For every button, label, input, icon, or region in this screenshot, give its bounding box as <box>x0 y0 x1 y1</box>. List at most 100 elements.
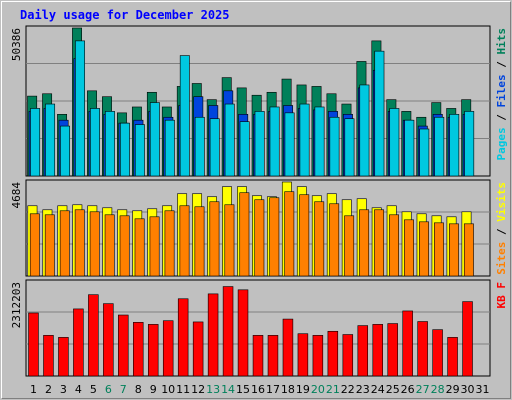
bar-kbytes <box>447 337 458 377</box>
bar-pages <box>269 106 280 177</box>
bar-pages <box>134 124 145 177</box>
bar-pages <box>299 103 310 177</box>
bar-sites <box>434 222 444 277</box>
day-label: 29 <box>446 383 460 396</box>
day-label: 7 <box>120 383 127 396</box>
bar-pages <box>60 125 71 177</box>
bar-pages <box>359 84 370 177</box>
bar-kbytes <box>118 314 129 377</box>
bar-kbytes <box>402 310 413 377</box>
bar-kbytes <box>342 334 354 377</box>
legend-entry: Visits <box>495 182 508 222</box>
bar-kbytes <box>88 294 99 377</box>
day-label: 19 <box>296 383 310 396</box>
bar-kbytes <box>207 293 219 377</box>
bar-sites <box>29 213 40 277</box>
bar-pages <box>75 40 85 177</box>
day-label: 22 <box>341 383 355 396</box>
bar-sites <box>419 221 429 277</box>
bar-sites <box>344 215 355 277</box>
bar-sites <box>329 203 340 277</box>
bar-pages <box>30 108 41 177</box>
day-label: 15 <box>236 383 250 396</box>
day-label: 14 <box>221 383 235 396</box>
panel-visits-sites: 4684 Sites / Visits <box>10 179 508 277</box>
legend-entry: Pages <box>495 127 508 160</box>
bar-sites <box>374 209 385 277</box>
bar-kbytes <box>147 324 159 377</box>
bar-kbytes <box>312 335 324 377</box>
day-label: 20 <box>311 383 325 396</box>
day-label: 4 <box>75 383 82 396</box>
bar-sites <box>359 209 370 277</box>
bar-sites <box>74 209 85 277</box>
bar-sites <box>164 210 175 277</box>
bar-kbytes <box>237 289 249 377</box>
bar-pages <box>90 108 100 177</box>
bar-kbytes <box>372 324 383 377</box>
bar-kbytes <box>73 308 84 377</box>
bar-kbytes <box>192 321 204 377</box>
legend-entry: KB F <box>495 282 508 309</box>
bar-kbytes <box>252 335 264 377</box>
chart-panels: 50386 Pages / Files / Hits 4684 Sites / Vis… <box>10 25 508 377</box>
legend-separator: / <box>495 55 508 75</box>
bar-sites <box>149 216 160 277</box>
bar-sites <box>299 194 310 277</box>
bar-pages <box>329 116 340 177</box>
bar-sites <box>89 211 100 277</box>
bar-kbytes <box>162 320 174 377</box>
day-label: 31 <box>476 383 490 396</box>
bar-kbytes <box>387 323 398 377</box>
bar-sites <box>104 214 115 277</box>
bar-sites <box>389 214 399 277</box>
legend-separator: / <box>495 222 508 242</box>
legend-entry: Sites <box>495 242 508 275</box>
bar-pages <box>119 122 130 177</box>
day-label: 23 <box>356 383 370 396</box>
day-label: 11 <box>176 383 190 396</box>
bar-sites <box>404 219 414 277</box>
bar-pages <box>344 118 355 177</box>
day-label: 18 <box>281 383 295 396</box>
legend-entry: Hits <box>495 28 508 55</box>
panel-kbytes: 2312203 KB F <box>10 279 508 377</box>
bar-pages <box>179 55 190 177</box>
bar-sites <box>44 214 55 277</box>
bar-pages <box>434 116 445 177</box>
bar-sites <box>224 204 235 277</box>
bar-sites <box>314 201 325 277</box>
panel-legend: Pages / Files / Hits <box>495 28 508 161</box>
bar-kbytes <box>462 301 473 377</box>
bar-pages <box>404 119 415 177</box>
day-label: 24 <box>371 383 385 396</box>
legend-entry: Files <box>495 74 508 107</box>
bar-kbytes <box>267 335 279 377</box>
day-label: 25 <box>386 383 400 396</box>
chart-title: Daily usage for December 2025 <box>20 8 230 22</box>
day-label: 1 <box>30 383 37 396</box>
day-label: 27 <box>416 383 430 396</box>
day-label: 28 <box>431 383 445 396</box>
bar-pages <box>374 50 385 177</box>
bar-sites <box>269 197 280 277</box>
day-label: 16 <box>251 383 265 396</box>
bar-kbytes <box>222 286 234 377</box>
bar-pages <box>45 103 56 177</box>
bar-pages <box>239 121 250 177</box>
day-label: 3 <box>60 383 67 396</box>
bar-kbytes <box>297 333 309 377</box>
bar-pages <box>254 111 265 177</box>
y-axis-max-label: 50386 <box>10 28 23 61</box>
bar-kbytes <box>103 303 114 377</box>
bar-kbytes <box>43 335 54 377</box>
panel-legend: Sites / Visits <box>495 182 508 275</box>
bar-sites <box>179 205 190 277</box>
bar-sites <box>119 215 130 277</box>
bar-pages <box>449 114 460 177</box>
bar-kbytes <box>282 318 294 377</box>
x-axis-day-labels: 1 2 3 4 5 6 7 8 9 10 11 12 13 14 15 16 17 18 19 20 21 22 23 24 2… <box>30 383 490 396</box>
day-label: 21 <box>326 383 340 396</box>
bar-kbytes <box>432 329 443 377</box>
